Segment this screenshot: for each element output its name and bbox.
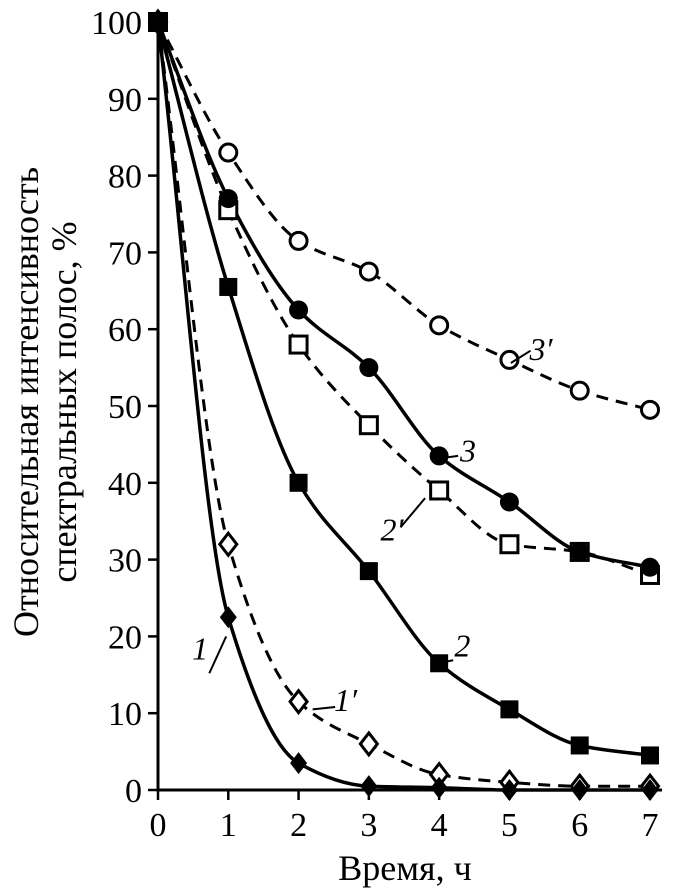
series-3-label: 3 [459, 432, 476, 468]
series-3'-marker [640, 399, 660, 420]
series-2-leader [437, 659, 454, 665]
series-3-marker [640, 557, 660, 577]
y-tick-label: 30 [108, 543, 142, 580]
series-3-marker [218, 189, 238, 209]
series-3-marker [359, 358, 379, 378]
series-3'-marker [569, 380, 590, 401]
series-3-marker [570, 542, 590, 562]
series-2'-marker [499, 534, 520, 555]
series-3-marker [429, 446, 449, 466]
series-3'-marker [218, 142, 239, 163]
series-1-marker [500, 779, 518, 801]
series-2'-label: 2′ [381, 511, 405, 547]
series-3'-marker [499, 349, 520, 370]
series-2-marker [359, 562, 378, 581]
series-1'-leader [312, 706, 336, 711]
series-3'-label: 3′ [529, 331, 554, 367]
x-tick-label: 7 [642, 807, 659, 844]
series-1-leader [208, 635, 228, 674]
series-2-marker [570, 736, 589, 755]
x-tick-label: 4 [431, 807, 448, 844]
y-tick-label: 90 [108, 82, 142, 119]
y-tick-label: 10 [108, 696, 142, 733]
x-tick-label: 0 [150, 807, 167, 844]
series-1-label: 1 [192, 630, 208, 666]
series-1-marker [360, 775, 378, 798]
series-3-marker [499, 492, 519, 512]
series-2-marker [289, 473, 308, 492]
series-1-line [156, 21, 650, 792]
y-tick-label: 20 [108, 619, 142, 656]
series-2-marker [641, 746, 659, 765]
series-3'-marker [288, 230, 309, 251]
y-axis-title-line1: Относительная интенсивность [6, 167, 46, 637]
y-tick-label: 0 [125, 773, 142, 810]
x-axis-title: Время, ч [338, 848, 471, 888]
series-3-marker [148, 12, 168, 32]
y-tick-label: 100 [91, 5, 142, 42]
series-2'-marker [429, 480, 450, 501]
series-3'-marker [358, 261, 379, 282]
series-1-marker [430, 776, 448, 799]
y-tick-label: 80 [108, 159, 142, 196]
x-tick-label: 2 [290, 807, 307, 844]
series-1'-marker [217, 530, 239, 558]
series-2-label: 2 [454, 627, 470, 663]
x-tick-label: 3 [360, 807, 377, 844]
series-2'-leader [399, 497, 426, 528]
series-1'-marker [358, 730, 380, 758]
series-3-leader [440, 454, 459, 460]
series-2'-marker [288, 334, 309, 355]
series-3'-leader [510, 349, 532, 364]
series-1-marker [219, 606, 237, 629]
y-tick-label: 60 [108, 312, 142, 349]
y-axis-title-line2: спектральных полос, % [44, 221, 84, 582]
series-3-marker [289, 300, 309, 320]
x-tick-label: 1 [220, 807, 237, 844]
y-tick-label: 40 [108, 466, 142, 503]
series-1-marker [290, 752, 308, 775]
series-3'-marker [429, 315, 450, 336]
series-2-marker [500, 700, 519, 719]
series-2'-marker [358, 415, 379, 436]
series-1-marker [641, 779, 659, 801]
series-1-marker [571, 779, 589, 801]
series-1'-marker [288, 688, 309, 716]
y-tick-label: 70 [108, 235, 142, 272]
x-tick-label: 5 [501, 807, 518, 844]
y-tick-label: 50 [108, 389, 142, 426]
series-1'-line [156, 21, 650, 788]
plot-layer: 0 10 20 30 40 50 60 70 80 90 100 0 1 2 3 4 5 6 7 1 1′ 2 2′ 3 3′ [91, 5, 662, 844]
x-tick-label: 6 [571, 807, 588, 844]
series-2-marker [219, 277, 238, 296]
series-1'-label: 1′ [334, 682, 358, 718]
